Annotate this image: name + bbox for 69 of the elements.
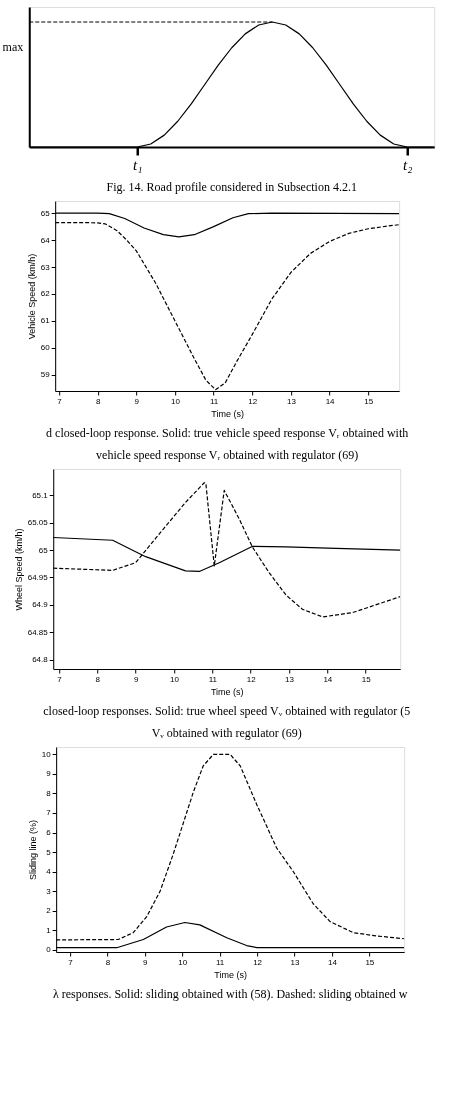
x-tick-label: 8: [105, 957, 111, 967]
y-tick-label: 63: [40, 262, 51, 272]
x-tick-label: 10: [170, 674, 180, 684]
line-series: [53, 482, 401, 618]
x-axis-title: Time (s): [210, 686, 244, 697]
y-tick-label: 65.1: [32, 490, 49, 500]
y-tick-label: 1: [46, 925, 52, 935]
y-tick-label: 5: [46, 847, 52, 857]
x-axis-title: Time (s): [211, 408, 244, 419]
y-tick-label: 59: [40, 370, 51, 380]
x-tick-label: 15: [361, 674, 372, 684]
y-tick-label: 9: [46, 769, 52, 779]
x-tick-label: 12: [246, 674, 257, 684]
x-tick-label: 13: [290, 957, 300, 967]
x-tick-label: 8: [95, 674, 101, 684]
x-tick-label: t₂: [403, 156, 413, 173]
x-tick-label: 13: [286, 396, 297, 406]
y-axis-title: Vehicle Speed (km/h): [26, 253, 37, 340]
line-series: [56, 753, 405, 941]
x-tick-label: 15: [365, 957, 375, 967]
x-tick-label: 9: [143, 957, 149, 967]
x-tick-label: 9: [133, 674, 139, 684]
y-tick-label: 62: [40, 289, 51, 299]
x-tick-label: 7: [57, 674, 63, 684]
text: Vᵥ obtained with regulator (69): [151, 726, 302, 740]
x-tick-label: 12: [253, 957, 263, 967]
y-tick-label: 7: [46, 808, 52, 818]
x-tick-label: 14: [325, 396, 336, 406]
x-tick-label: 14: [323, 674, 333, 684]
text: d closed-loop response. Solid: true vehicle speed response Vᵣ obtained with: [46, 426, 409, 440]
y-tick-label: 6: [46, 828, 52, 838]
text: λ responses. Solid: sliding obtained with (58). Dashed: sliding obtained w: [52, 987, 408, 1001]
y-tick-label: 65.05: [27, 518, 49, 528]
y-tick-label: 64.9: [32, 600, 49, 610]
y-tick-label: 61: [40, 316, 51, 326]
x-tick-label: 8: [95, 396, 101, 406]
x-tick-label: 10: [178, 957, 188, 967]
y-tick-label: 10: [41, 749, 52, 759]
ref-line-label: max: [2, 40, 24, 54]
y-tick-label: 60: [40, 343, 51, 353]
x-tick-label: 11: [208, 674, 218, 684]
x-tick-label: 9: [134, 396, 140, 406]
y-tick-label: 64.8: [32, 655, 49, 665]
y-tick-label: 4: [46, 867, 52, 877]
y-tick-label: 64: [40, 235, 51, 245]
text: vehicle speed response Vᵣ obtained with regulator (69): [96, 448, 359, 462]
y-tick-label: 0: [46, 945, 52, 955]
y-tick-label: 64.95: [27, 572, 49, 582]
x-tick-label: t₁: [133, 156, 143, 173]
y-tick-label: 65: [38, 545, 49, 555]
caption: Fig. 14. Road profile considered in Subsection 4.2.1: [106, 180, 357, 194]
y-tick-label: 3: [46, 886, 52, 896]
x-tick-label: 12: [248, 396, 258, 406]
x-tick-label: 14: [327, 957, 338, 967]
x-tick-label: 11: [209, 396, 219, 406]
y-axis-title: Wheel Speed (km/h): [13, 528, 24, 611]
x-axis-title: Time (s): [214, 969, 247, 980]
x-tick-label: 11: [216, 957, 225, 967]
y-tick-label: 65: [40, 208, 51, 218]
y-tick-label: 8: [46, 788, 52, 798]
x-tick-label: 15: [364, 396, 374, 406]
x-tick-label: 7: [68, 957, 74, 967]
x-tick-label: 10: [171, 396, 181, 406]
y-axis-title: Sliding line (%): [27, 819, 38, 881]
y-tick-label: 2: [46, 906, 52, 916]
x-tick-label: 7: [57, 396, 63, 406]
x-tick-label: 13: [285, 674, 295, 684]
y-tick-label: 64.85: [27, 627, 49, 637]
text: closed-loop responses. Solid: true wheel speed Vᵥ obtained with regulator (5: [43, 704, 411, 718]
